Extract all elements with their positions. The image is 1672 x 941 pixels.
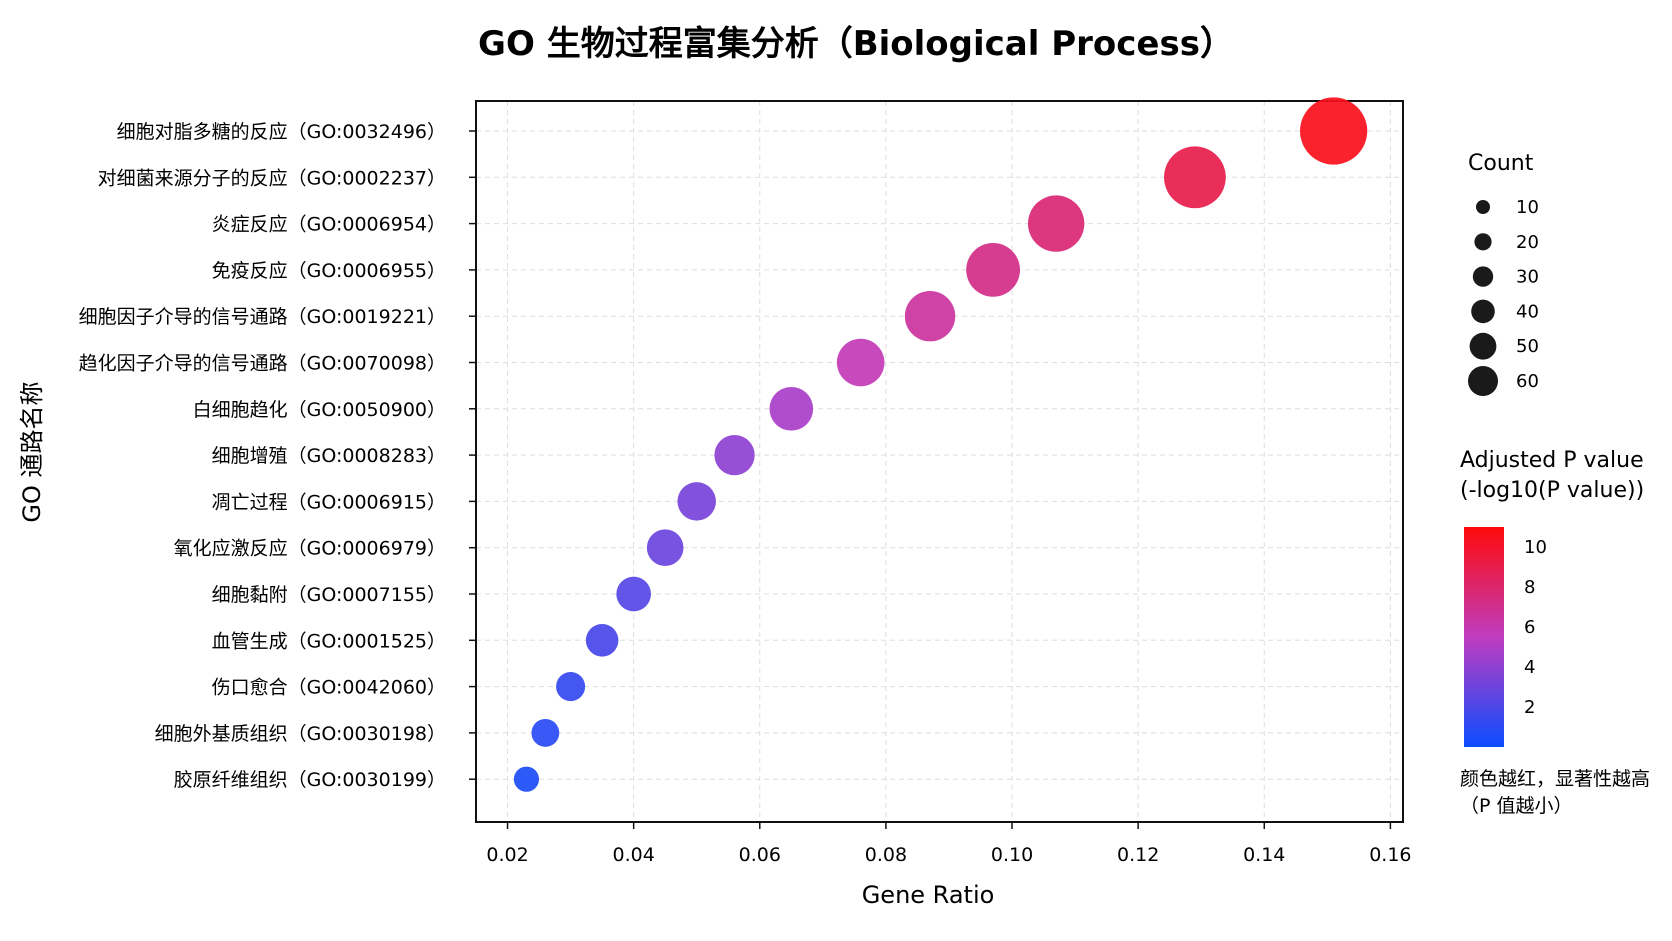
data-point: [646, 529, 684, 567]
size-legend-label: 40: [1516, 301, 1539, 322]
data-point: [1300, 97, 1368, 165]
size-legend: Count 10 20 30 40 50 60: [1468, 151, 1539, 396]
data-point: [677, 482, 716, 521]
pathway-label: 细胞外基质组织（GO:0030198）: [155, 723, 446, 745]
pathway-label: 细胞因子介导的信号通路（GO:0019221）: [79, 306, 446, 328]
data-point: [769, 386, 814, 431]
data-point: [836, 338, 885, 387]
size-legend-dot: [1474, 233, 1492, 251]
size-legend-dot: [1471, 299, 1495, 324]
data-point: [966, 243, 1020, 297]
pathway-label: 细胞增殖（GO:0008283）: [212, 445, 446, 467]
data-point: [714, 434, 755, 476]
y-axis-title: GO 通路名称: [18, 381, 46, 522]
size-legend-label: 60: [1516, 371, 1539, 392]
plot-area-frame: [475, 100, 1404, 823]
pathway-label: 对细菌来源分子的反应（GO:0002237）: [98, 167, 446, 189]
x-axis-title: Gene Ratio: [862, 881, 995, 909]
data-point: [531, 718, 560, 747]
data-point: [616, 576, 651, 612]
x-axis-ticks: 0.02 0.04 0.06 0.08 0.10 0.12 0.14 0.16: [486, 822, 1412, 866]
x-tick-label: 0.06: [739, 844, 781, 866]
x-tick-label: 0.12: [1117, 844, 1159, 866]
pathway-label: 氧化应激反应（GO:0006979）: [174, 538, 446, 560]
pathway-labels: 细胞对脂多糖的反应（GO:0032496） 对细菌来源分子的反应（GO:00022…: [79, 121, 476, 791]
significance-note-line2: （P 值越小）: [1460, 795, 1573, 817]
x-tick-label: 0.04: [612, 844, 654, 866]
x-tick-label: 0.08: [865, 844, 907, 866]
data-points: [513, 97, 1368, 792]
pathway-label: 细胞对脂多糖的反应（GO:0032496）: [117, 121, 446, 143]
pathway-label: 伤口愈合（GO:0042060）: [212, 677, 446, 699]
data-point: [585, 624, 619, 657]
size-legend-title: Count: [1468, 151, 1534, 176]
size-legend-dot: [1472, 266, 1494, 287]
size-legend-dot: [1468, 366, 1498, 396]
pathway-label: 血管生成（GO:0001525）: [212, 630, 446, 652]
x-tick-label: 0.16: [1369, 844, 1411, 866]
size-legend-label: 50: [1516, 336, 1539, 357]
pathway-label: 凋亡过程（GO:0006915）: [212, 491, 446, 513]
data-point: [556, 672, 586, 702]
color-bar: [1464, 527, 1504, 747]
pathway-label: 细胞黏附（GO:0007155）: [212, 584, 446, 606]
size-legend-label: 30: [1516, 267, 1539, 288]
color-legend-label: 10: [1524, 537, 1547, 558]
color-legend: Adjusted P value (-log10(P value)) 10 8 6 4…: [1460, 448, 1644, 747]
size-legend-label: 20: [1516, 232, 1539, 253]
data-point: [1027, 195, 1085, 252]
x-tick-label: 0.14: [1243, 844, 1285, 866]
color-legend-label: 2: [1524, 697, 1535, 718]
pathway-label: 趋化因子介导的信号通路（GO:0070098）: [79, 353, 446, 375]
data-point: [1164, 146, 1226, 209]
data-point: [513, 766, 540, 792]
color-legend-title-line1: Adjusted P value: [1460, 448, 1644, 473]
significance-note-line1: 颜色越红，显著性越高: [1460, 768, 1650, 790]
x-tick-label: 0.02: [486, 844, 528, 866]
pathway-label: 免疫反应（GO:0006955）: [212, 260, 446, 282]
data-point: [904, 291, 956, 342]
pathway-label: 胶原纤维组织（GO:0030199）: [174, 769, 446, 791]
color-legend-label: 6: [1524, 617, 1535, 638]
pathway-label: 炎症反应（GO:0006954）: [212, 214, 446, 236]
color-legend-label: 8: [1524, 577, 1535, 598]
color-legend-title-line2: (-log10(P value)): [1460, 478, 1644, 503]
color-legend-label: 4: [1524, 657, 1535, 678]
x-tick-label: 0.10: [991, 844, 1033, 866]
size-legend-label: 10: [1516, 197, 1539, 218]
size-legend-dot: [1469, 332, 1497, 360]
chart-title: GO 生物过程富集分析（Biological Process）: [478, 24, 1234, 64]
pathway-label: 白细胞趋化（GO:0050900）: [193, 399, 446, 421]
grid-lines: [476, 101, 1403, 822]
size-legend-dot: [1476, 200, 1490, 214]
